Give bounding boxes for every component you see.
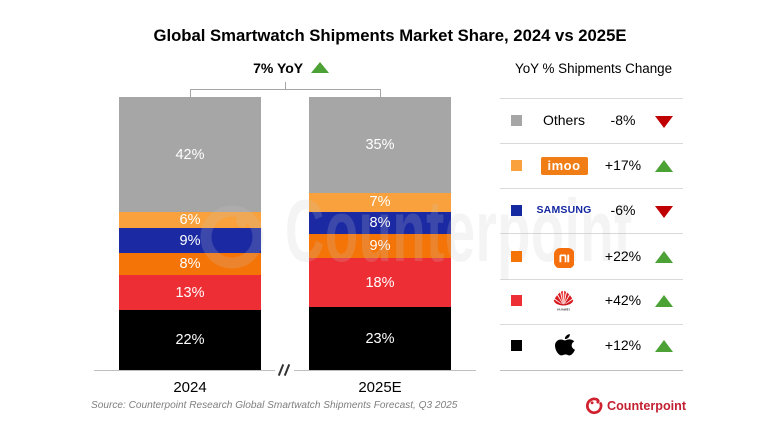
svg-text:Counterpoint: Counterpoint <box>285 192 632 280</box>
svg-text:HUAWEI: HUAWEI <box>557 307 570 311</box>
